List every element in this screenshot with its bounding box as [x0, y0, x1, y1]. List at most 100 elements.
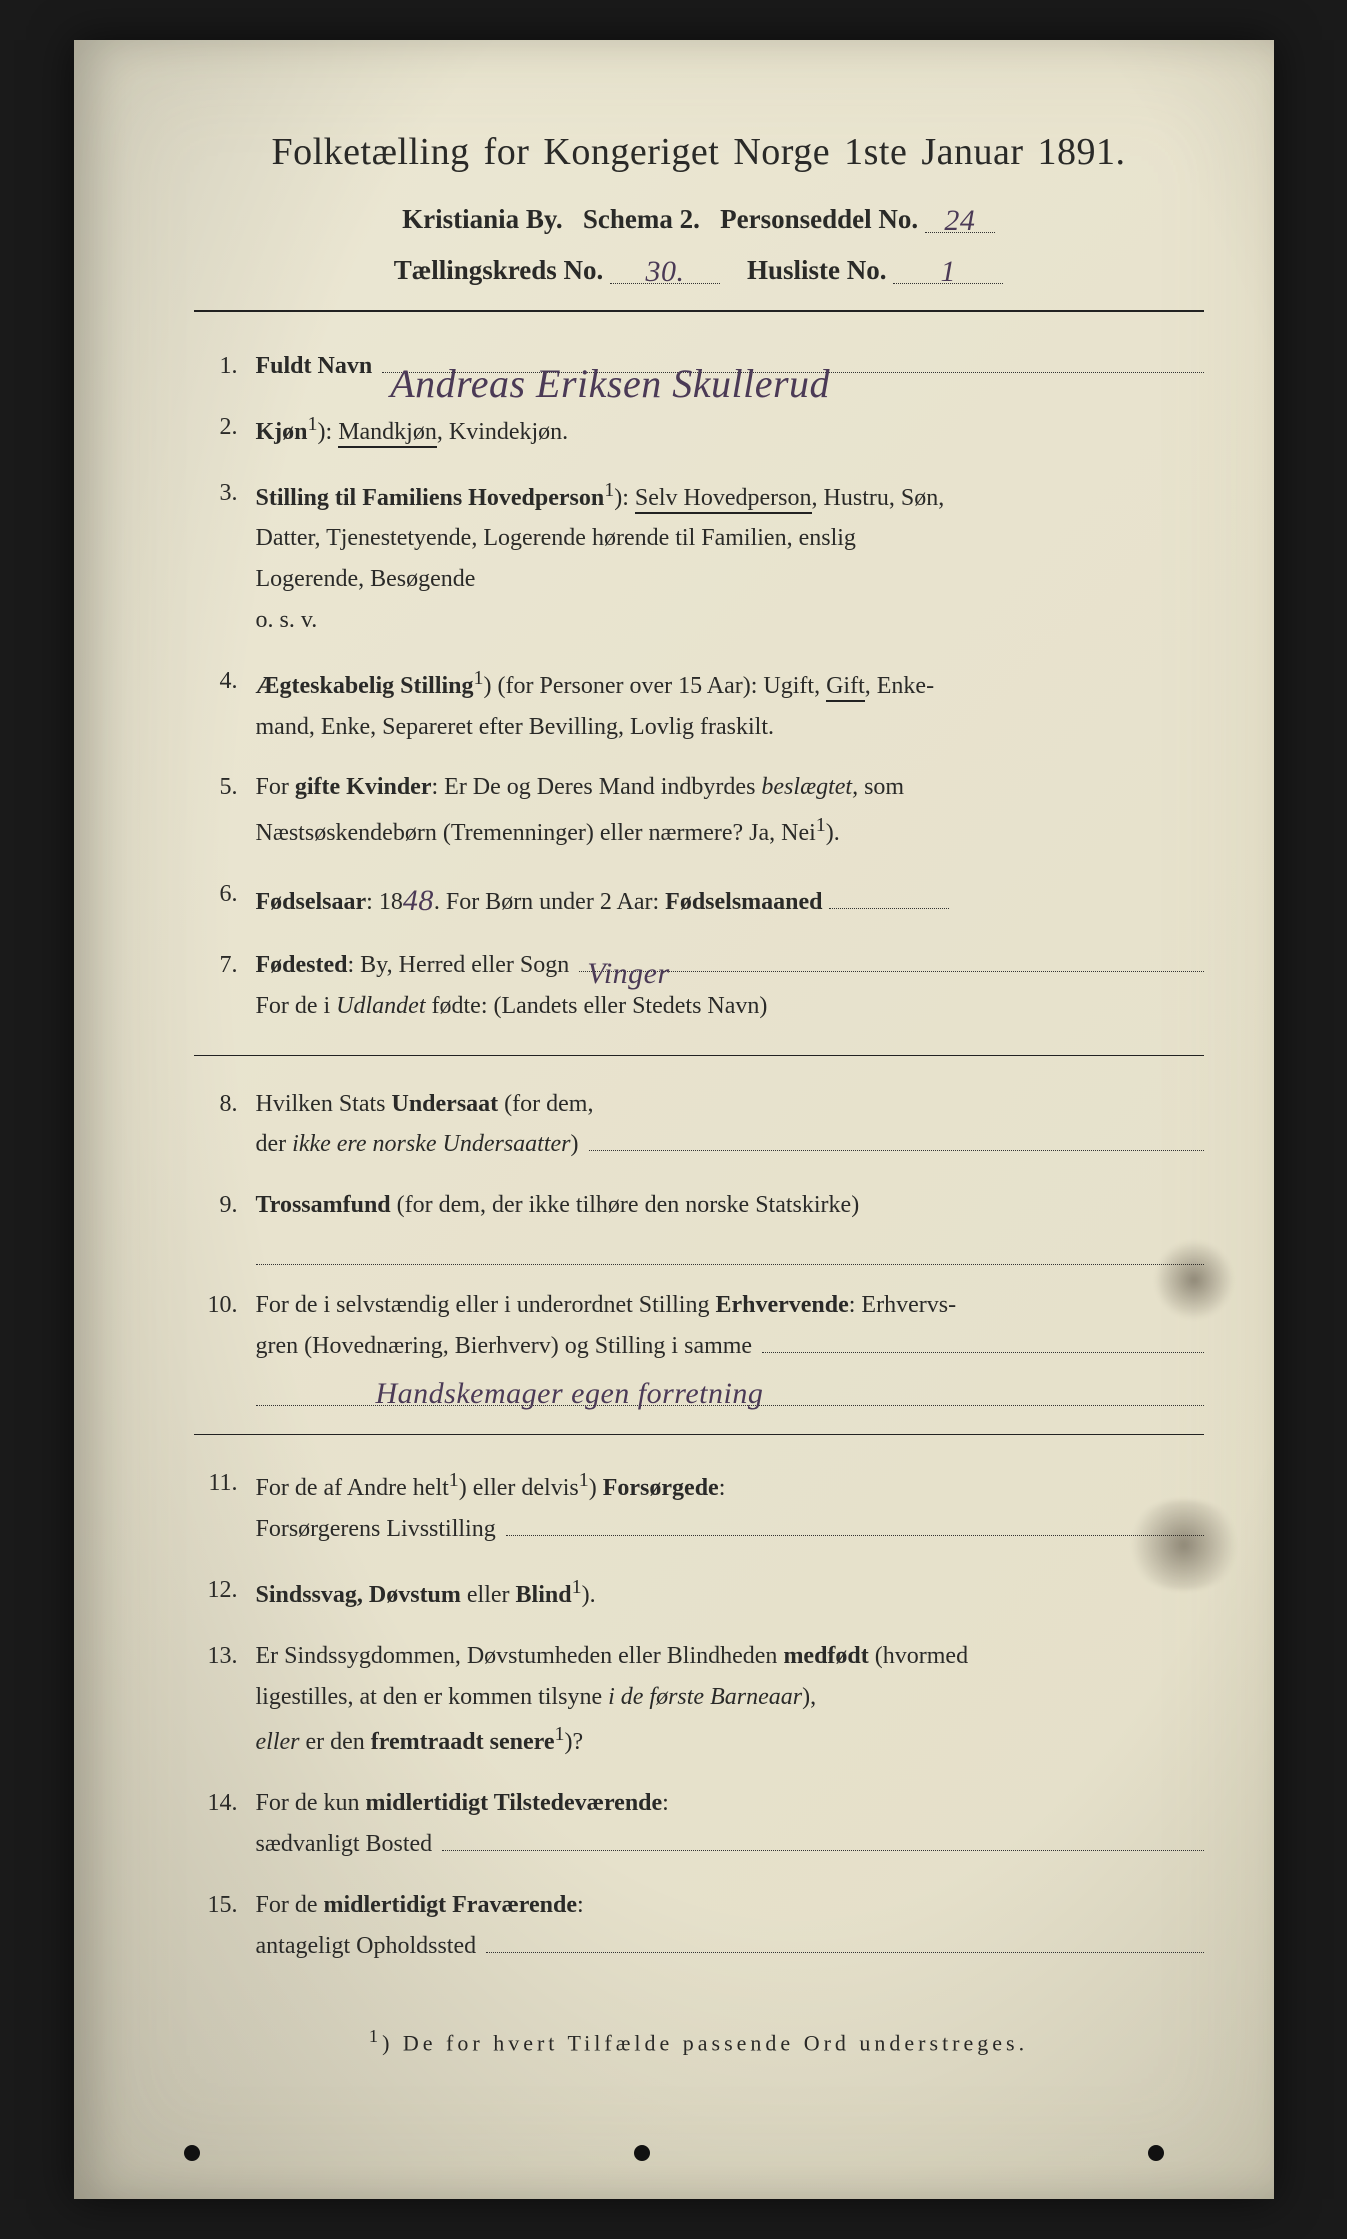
city-label: Kristiania By.	[402, 204, 563, 234]
q12-end: ).	[582, 1582, 596, 1608]
q5-c: : Er De og Deres Mand indbyrdes	[431, 774, 761, 800]
q8-field	[589, 1126, 1204, 1151]
question-list: 1. Fuldt Navn Andreas Eriksen Skullerud …	[194, 346, 1204, 1027]
q1-field: Andreas Eriksen Skullerud	[382, 348, 1203, 373]
q5-num: 5.	[194, 767, 238, 808]
q3-selected: Selv Hovedperson	[635, 485, 812, 514]
q2: 2. Kjøn1): Mandkjøn, Kvindekjøn.	[194, 407, 1204, 453]
footnote-sup: 1	[369, 2026, 382, 2046]
q3-line2: Datter, Tjenestetyende, Logerende hørend…	[256, 518, 1204, 559]
q6-label: Fødselsaar	[256, 889, 367, 915]
q5-b: gifte Kvinder	[295, 774, 432, 800]
q8-line2-i: ikke ere norske Undersaatter	[292, 1131, 570, 1157]
q8: 8. Hvilken Stats Undersaat (for dem, der…	[194, 1084, 1204, 1166]
q6-label2: Fødselsmaaned	[665, 889, 822, 915]
kreds-no-value: 30.	[646, 255, 685, 288]
ink-smudge-icon	[1124, 1500, 1244, 1590]
q15-num: 15.	[194, 1885, 238, 1926]
census-form-page: Folketælling for Kongeriget Norge 1ste J…	[74, 40, 1274, 2199]
q8-a: Hvilken Stats	[256, 1091, 392, 1117]
q4-lead: ) (for Personer over 15 Aar): Ugift,	[484, 673, 827, 699]
schema-label: Schema 2.	[583, 204, 700, 234]
q4-line2: mand, Enke, Separeret efter Bevilling, L…	[256, 707, 1204, 748]
question-list-3: 11. For de af Andre helt1) eller delvis1…	[194, 1463, 1204, 1966]
q3: 3. Stilling til Familiens Hovedperson1):…	[194, 473, 1204, 641]
punch-hole-icon	[634, 2145, 650, 2161]
q11-field	[506, 1511, 1204, 1536]
q13-b: medfødt	[783, 1643, 868, 1669]
q3-lead: ):	[614, 485, 635, 511]
punch-hole-icon	[184, 2145, 200, 2161]
q9-field	[256, 1226, 1204, 1265]
q9-label: Trossamfund	[256, 1192, 391, 1218]
q7-label-wrap: Fødested: By, Herred eller Sogn	[256, 945, 570, 986]
q14-c: :	[662, 1790, 669, 1816]
q3-sup: 1	[604, 479, 614, 501]
q7-line2-wrap: For de i Udlandet fødte: (Landets eller …	[256, 986, 1204, 1027]
q10-line2: gren (Hovednæring, Bierhverv) og Stillin…	[256, 1326, 753, 1367]
q14-field	[442, 1826, 1203, 1851]
q15-c: :	[577, 1892, 584, 1918]
q5-a: For	[256, 774, 295, 800]
q4: 4. Ægteskabelig Stilling1) (for Personer…	[194, 661, 1204, 748]
q14-num: 14.	[194, 1783, 238, 1824]
q11-s1: 1	[449, 1469, 459, 1491]
personseddel-no-field: 24	[925, 202, 995, 233]
q5-i: beslægtet,	[761, 774, 858, 800]
q7-lead: : By, Herred eller Sogn	[348, 952, 570, 978]
q7-line2-i: Udlandet	[336, 993, 425, 1019]
q6-prefix: : 18	[366, 889, 403, 915]
q13-l2b: ),	[802, 1684, 816, 1710]
personseddel-no-value: 24	[944, 204, 975, 237]
q13-l3c: )?	[564, 1729, 583, 1755]
q12-num: 12.	[194, 1570, 238, 1611]
q11-c: )	[589, 1475, 603, 1501]
q7-field: Vinger	[579, 947, 1203, 972]
section-rule-1	[194, 1055, 1204, 1056]
q15-a: For de	[256, 1892, 324, 1918]
q5-end: ).	[826, 820, 840, 846]
q7-label: Fødested	[256, 952, 348, 978]
q8-b: Undersaat	[392, 1091, 499, 1117]
q8-line2-b: )	[571, 1131, 579, 1157]
q11-b: ) eller delvis	[459, 1475, 579, 1501]
kreds-no-field: 30.	[610, 253, 720, 284]
q4-rest: , Enke-	[865, 673, 934, 699]
q10-c: : Erhvervs-	[849, 1292, 956, 1318]
q4-sup: 1	[474, 667, 484, 689]
q10-field-a	[762, 1328, 1203, 1353]
q11-line2: Forsørgerens Livsstilling	[256, 1509, 496, 1550]
q3-label: Stilling til Familiens Hovedperson	[256, 485, 605, 511]
q9-num: 9.	[194, 1185, 238, 1226]
q3-line4: o. s. v.	[256, 600, 1204, 641]
form-title: Folketælling for Kongeriget Norge 1ste J…	[194, 130, 1204, 174]
q11-e: :	[719, 1475, 726, 1501]
q6-year: 48	[403, 884, 434, 917]
q2-selected: Mandkjøn	[338, 419, 437, 448]
q8-line2-a: der	[256, 1131, 293, 1157]
q8-c: (for dem,	[498, 1091, 593, 1117]
q13-l3i: eller	[256, 1729, 300, 1755]
q5-d: som	[858, 774, 904, 800]
header-rule	[194, 310, 1204, 312]
q8-line2-wrap: der ikke ere norske Undersaatter)	[256, 1124, 579, 1165]
personseddel-label: Personseddel No.	[720, 204, 918, 234]
husliste-no-field: 1	[893, 253, 1003, 284]
section-rule-2	[194, 1434, 1204, 1435]
q12-sup: 1	[572, 1576, 582, 1598]
q7-num: 7.	[194, 945, 238, 986]
q13-c: (hvormed	[869, 1643, 968, 1669]
q10-num: 10.	[194, 1285, 238, 1326]
q10: 10. For de i selvstændig eller i underor…	[194, 1285, 1204, 1406]
q15: 15. For de midlertidigt Fraværende: anta…	[194, 1885, 1204, 1967]
question-list-2: 8. Hvilken Stats Undersaat (for dem, der…	[194, 1084, 1204, 1407]
footnote: 1) De for hvert Tilfælde passende Ord un…	[194, 2026, 1204, 2056]
q7-line2-a: For de i	[256, 993, 337, 1019]
form-subheader-2: Tællingskreds No. 30. Husliste No. 1	[194, 253, 1204, 286]
q13-l2a: ligestilles, at den er kommen tilsyne	[256, 1684, 609, 1710]
q10-value: Handskemager egen forretning	[376, 1368, 764, 1407]
q1-label: Fuldt Navn	[256, 346, 373, 387]
q5-sup: 1	[816, 814, 826, 836]
q10-b: Erhvervende	[715, 1292, 848, 1318]
q14-line2: sædvanligt Bosted	[256, 1824, 433, 1865]
